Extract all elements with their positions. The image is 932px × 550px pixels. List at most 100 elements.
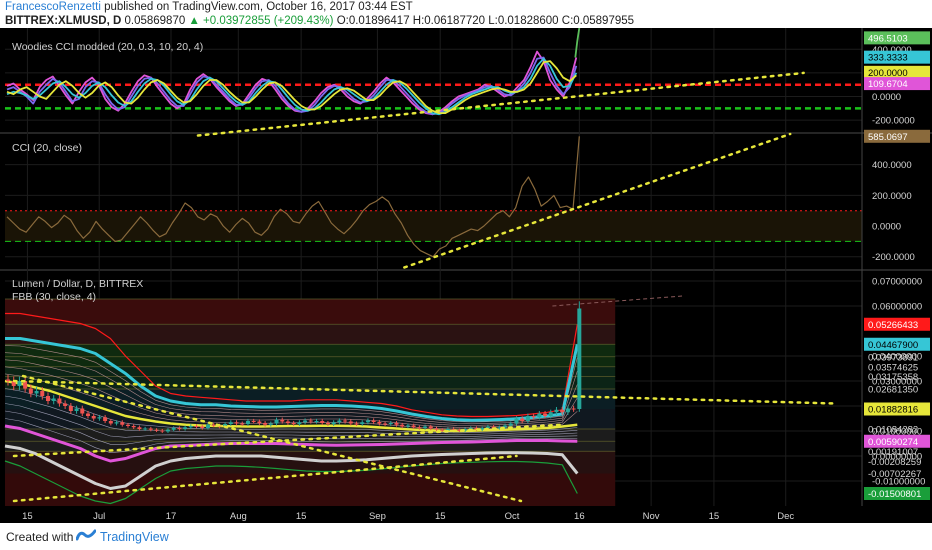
fib-zone <box>5 366 616 389</box>
symbol-name: BITTREX:XLMUSD, D <box>5 15 122 27</box>
candle-body <box>485 426 490 428</box>
candle-body <box>183 427 188 429</box>
fbb-inner-band <box>4 352 578 425</box>
candle-body <box>45 396 50 401</box>
candle-body <box>51 398 56 401</box>
y-tick-label: 400.0000 <box>872 160 912 171</box>
x-tick-label: Jul <box>93 511 105 522</box>
candle-body <box>28 388 33 394</box>
candle-body <box>85 413 90 416</box>
price-label-text: 585.0697 <box>868 132 908 143</box>
price-label-text: 333.3333 <box>868 53 908 64</box>
price-label-box <box>864 31 930 45</box>
price-label-text: 0.03574625 <box>868 362 918 373</box>
fib-zone <box>5 473 616 506</box>
candle-body <box>434 428 439 430</box>
candle-body <box>285 421 290 423</box>
candle-body <box>360 422 365 424</box>
candle-body <box>497 427 502 429</box>
price-label-box <box>864 77 930 91</box>
y-tick-label: -200.0000 <box>872 116 915 127</box>
price-label-text: 109.6704 <box>868 79 908 90</box>
fbb-upper2 <box>5 337 579 422</box>
candle-body <box>463 429 468 431</box>
price-label-text: -0.01500801 <box>868 489 921 500</box>
fib-zone <box>5 324 616 345</box>
price-label-text: 0.03175358 <box>868 372 918 383</box>
created-with-label: Created with <box>6 530 74 544</box>
fbb-inner-band <box>4 418 578 454</box>
woodies-cci-spike <box>574 28 581 58</box>
candle-body <box>131 426 136 428</box>
candle-body <box>234 422 239 424</box>
candle-body <box>445 429 450 431</box>
candle-body <box>245 421 250 424</box>
fib-zone <box>5 344 616 367</box>
candle-body <box>577 308 582 409</box>
price-label-text: 0.02681350 <box>868 385 918 396</box>
x-tick-label: Aug <box>230 511 247 522</box>
candle-body <box>303 420 308 423</box>
publish-info: published on TradingView.com, October 16… <box>100 1 413 13</box>
candle-body <box>143 428 148 430</box>
candle-body <box>383 423 388 425</box>
price-label-box <box>864 129 930 143</box>
fbb-inner-band <box>4 403 578 438</box>
candle-body <box>240 423 245 425</box>
x-tick-label: 17 <box>166 511 177 522</box>
fbb-lower3 <box>4 444 579 490</box>
candle-body <box>194 426 199 427</box>
candle-body <box>440 429 445 431</box>
candle-body <box>531 416 536 418</box>
candle-body <box>514 418 519 424</box>
candle-body <box>223 424 228 427</box>
tradingview-brand-link[interactable]: TradingView <box>100 530 169 544</box>
candle-body <box>503 425 508 428</box>
x-tick-label: 15 <box>435 511 446 522</box>
candle-body <box>103 417 108 421</box>
candle-body <box>354 423 359 425</box>
candle-body <box>114 422 119 424</box>
candle-body <box>171 428 176 430</box>
fbb-inner-band <box>4 388 578 434</box>
candle-body <box>480 428 485 430</box>
candle-body <box>297 422 302 424</box>
candle-body <box>537 413 542 418</box>
fbb-panel-title: FBB (30, close, 4) <box>12 291 96 303</box>
trendline <box>12 379 837 405</box>
candle-body <box>388 423 393 424</box>
price-label-box <box>864 50 930 64</box>
candle-body <box>74 408 79 411</box>
x-tick-label: Oct <box>505 511 520 522</box>
candle-body <box>120 422 125 425</box>
trendline <box>21 374 523 503</box>
author-link[interactable]: FrancescoRenzetti <box>5 1 101 13</box>
price-label-text: 0.01084282 <box>868 425 918 436</box>
chart-canvas[interactable]: 15 Jul 17 Aug 15 Sep 15 Oct 16 Nov 15 Dec 400.0000 20… <box>0 28 932 523</box>
price-label-box <box>864 402 930 416</box>
y-tick-label: -0.01000000 <box>872 477 925 488</box>
candle-body <box>257 421 262 423</box>
price-label-text: 0.05266433 <box>868 320 918 331</box>
x-tick-label: Sep <box>369 511 386 522</box>
price-change: ▲ +0.03972855 (+209.43%) <box>188 15 334 27</box>
trendline <box>12 423 563 458</box>
candle-body <box>211 424 216 426</box>
candle-body <box>40 391 45 396</box>
x-tick-label: 15 <box>22 511 33 522</box>
candle-body <box>405 425 410 427</box>
candle-body <box>80 408 85 414</box>
chart-header: FrancescoRenzetti published on TradingVi… <box>0 0 932 28</box>
footer: Created with TradingView <box>0 523 932 550</box>
candle-body <box>571 408 576 410</box>
candle-body <box>200 426 205 428</box>
ohlc-values: O:0.01896417 H:0.06187720 L:0.01828600 C… <box>336 15 635 27</box>
candle-body <box>371 420 376 422</box>
fbb-upper1 <box>5 312 578 418</box>
candle-body <box>428 426 433 429</box>
candle-body <box>280 419 285 422</box>
candle-body <box>17 381 22 386</box>
price-panel-title: Lumen / Dollar, D, BITTREX <box>12 278 143 290</box>
y-tick-label: 0.0000 <box>872 222 901 233</box>
price-label-box <box>864 434 930 448</box>
